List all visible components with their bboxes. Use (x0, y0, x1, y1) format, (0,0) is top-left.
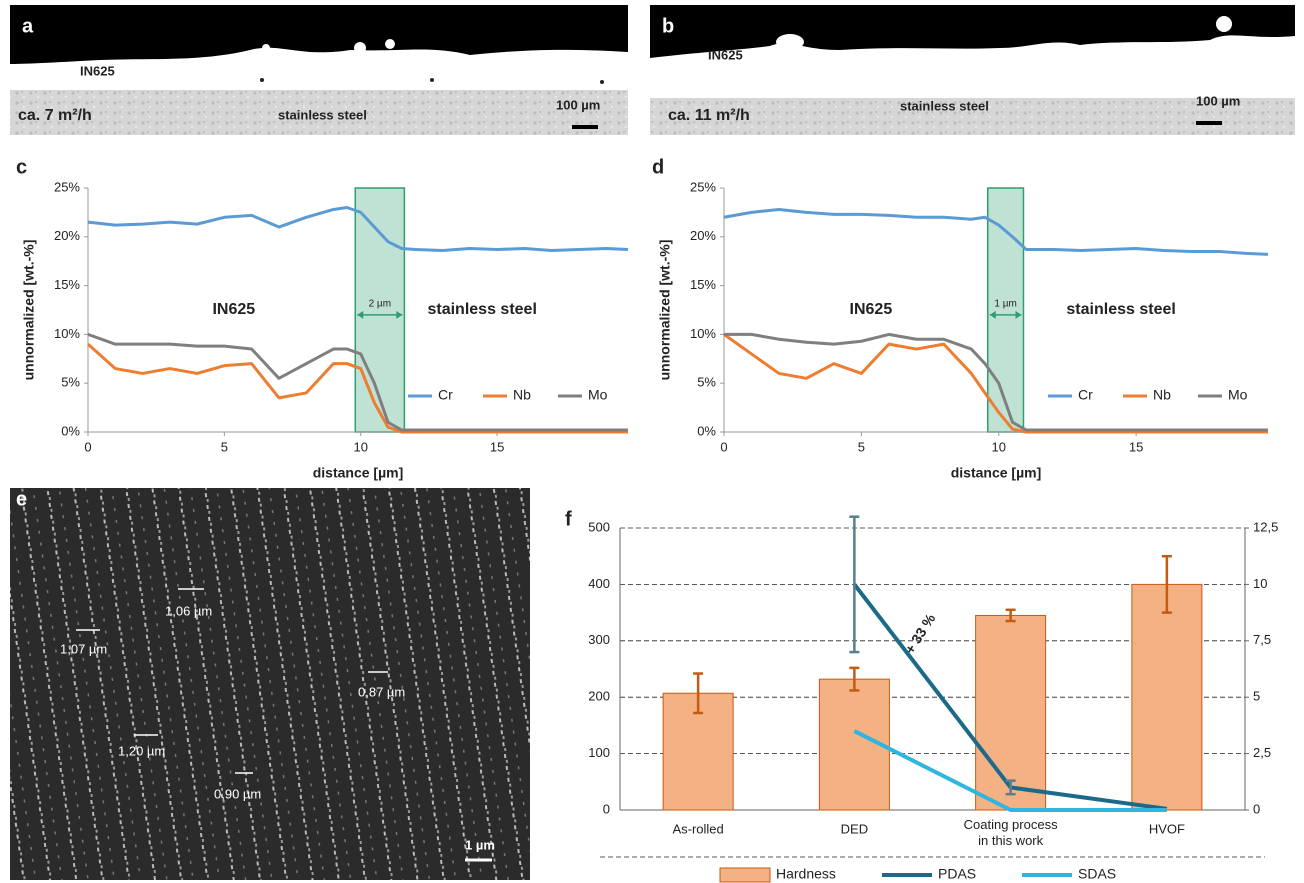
scale-label: 100 µm (556, 97, 600, 112)
legend-label: Nb (513, 387, 531, 403)
legend-label: Mo (588, 387, 608, 403)
substrate-label: stainless steel (900, 98, 989, 113)
panel-label: a (22, 15, 34, 37)
y-tick-label: 15% (54, 277, 80, 292)
layer-label: IN625 (80, 63, 115, 78)
legend-label: Hardness (776, 866, 836, 882)
region-label: 2 µm (369, 299, 391, 310)
y2-tick-label: 2,5 (1253, 745, 1271, 760)
y-tick-label: 25% (54, 179, 80, 194)
legend-label: Cr (1078, 387, 1093, 403)
scale-label: 100 µm (1196, 93, 1240, 108)
substrate-label: stainless steel (278, 107, 367, 122)
y-tick-label: 5% (697, 375, 716, 390)
y2-tick-label: 10 (1253, 576, 1267, 591)
y-tick-label: 0% (697, 423, 716, 438)
x-tick-label: 0 (720, 439, 727, 454)
x-tick-label: 0 (84, 439, 91, 454)
region (988, 188, 1024, 432)
y-tick-label: 0% (61, 423, 80, 438)
x-axis-title: distance [µm] (951, 465, 1042, 481)
y-tick-label: 25% (690, 179, 716, 194)
legend-label: Mo (1228, 387, 1248, 403)
x-tick-label: 5 (858, 439, 865, 454)
y-tick-label: 0 (603, 801, 610, 816)
x-tick-label: 10 (353, 439, 367, 454)
panel-label: d (652, 156, 664, 178)
x-axis-title: distance [µm] (313, 465, 404, 481)
annotation: stainless steel (427, 301, 536, 318)
x-tick-label: 15 (490, 439, 504, 454)
legend-label: Cr (438, 387, 453, 403)
measurement-label: 1,07 µm (60, 641, 107, 656)
y2-tick-label: 5 (1253, 689, 1260, 704)
annotation: IN625 (212, 301, 255, 318)
scale-label: 1 µm (465, 837, 495, 852)
rate-label: ca. 7 m²/h (18, 107, 92, 124)
measurement-label: 0,90 µm (214, 786, 261, 801)
y-tick-label: 20% (690, 228, 716, 243)
y2-tick-label: 7,5 (1253, 632, 1271, 647)
y-tick-label: 5% (61, 375, 80, 390)
x-tick-label: As-rolled (672, 821, 723, 836)
y2-tick-label: 12,5 (1253, 519, 1278, 534)
y-tick-label: 10% (690, 326, 716, 341)
bar (1132, 584, 1202, 810)
y-axis-title: unnormalized [wt.-%] (21, 240, 37, 381)
x-tick-label: DED (841, 821, 868, 836)
panel-label: c (16, 156, 27, 178)
y-tick-label: 300 (588, 632, 610, 647)
layer-label: IN625 (708, 47, 743, 62)
x-tick-label: HVOF (1149, 821, 1185, 836)
y2-tick-label: 0 (1253, 801, 1260, 816)
y-tick-label: 15% (690, 277, 716, 292)
y-tick-label: 20% (54, 228, 80, 243)
annotation: IN625 (850, 301, 893, 318)
x-tick-label: 15 (1129, 439, 1143, 454)
annotation: stainless steel (1066, 301, 1175, 318)
region-label: 1 µm (994, 299, 1016, 310)
panel-label: e (16, 488, 27, 510)
y-axis-title: unnormalized [wt.-%] (657, 240, 673, 381)
y-tick-label: 100 (588, 745, 610, 760)
legend-swatch (720, 868, 770, 882)
y-tick-label: 500 (588, 519, 610, 534)
measurement-label: 1,06 µm (165, 603, 212, 618)
x-tick-label: 10 (992, 439, 1006, 454)
micrograph-e (10, 488, 530, 880)
legend-label: SDAS (1078, 866, 1116, 882)
y-tick-label: 400 (588, 576, 610, 591)
rate-label: ca. 11 m²/h (668, 107, 750, 124)
measurement-label: 0,87 µm (358, 684, 405, 699)
panel-label: b (662, 15, 674, 37)
annotation: + 33 % (901, 610, 938, 656)
figure: a IN625 ca. 7 m²/h stainless steel 100 µ… (0, 0, 1304, 883)
x-tick-label: 5 (221, 439, 228, 454)
page: a IN625 ca. 7 m²/h stainless steel 100 µ… (0, 0, 1304, 883)
y-tick-label: 10% (54, 326, 80, 341)
y-tick-label: 200 (588, 689, 610, 704)
legend-label: PDAS (938, 866, 976, 882)
legend-label: Nb (1153, 387, 1171, 403)
measurement-label: 1,20 µm (118, 743, 165, 758)
panel-label: f (565, 508, 572, 530)
